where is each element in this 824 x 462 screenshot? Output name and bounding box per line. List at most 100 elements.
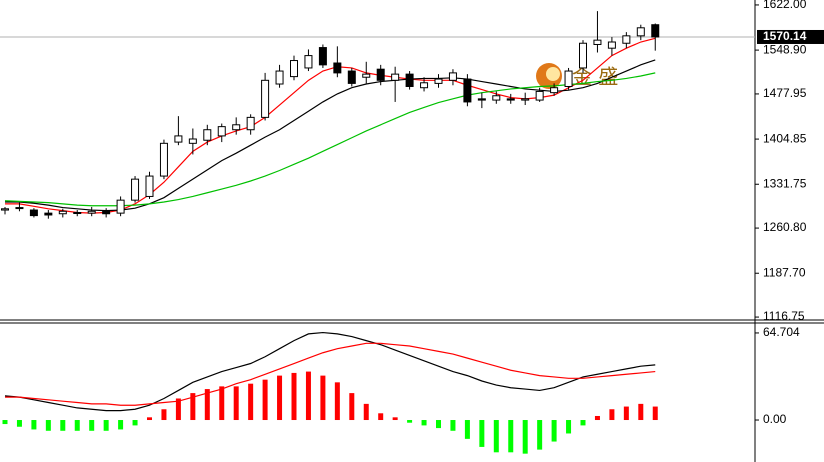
candle-body: [246, 116, 255, 131]
histogram-bar: [277, 375, 283, 421]
histogram-bar: [233, 386, 239, 421]
histogram-bar: [392, 417, 398, 421]
candle-body: [477, 98, 486, 101]
histogram-bar: [45, 420, 51, 431]
histogram-bar: [118, 420, 124, 430]
price-label: 1570.14: [763, 29, 807, 43]
candle-body: [304, 55, 313, 69]
candle-body: [521, 98, 530, 101]
histogram-bar: [89, 420, 95, 431]
candle-body: [347, 70, 356, 84]
candle-body: [275, 70, 284, 85]
histogram-bar: [334, 382, 340, 421]
histogram-bar: [464, 420, 470, 439]
candle-body: [579, 42, 587, 69]
candle-body: [391, 73, 400, 81]
histogram-bar: [638, 403, 644, 421]
histogram-bar: [363, 403, 369, 421]
y-tick-label: 1622.00: [763, 0, 807, 11]
histogram-bar: [652, 406, 658, 421]
histogram-bar: [2, 420, 8, 425]
candle-body: [145, 175, 154, 197]
histogram-bar: [522, 420, 528, 454]
histogram-bar: [219, 386, 225, 421]
histogram-bar: [580, 420, 586, 426]
histogram-bar: [175, 398, 181, 421]
histogram-bar: [147, 417, 152, 421]
candle-body: [607, 41, 616, 49]
histogram-bar: [378, 413, 384, 421]
histogram-bar: [609, 409, 615, 421]
candle-body: [535, 90, 544, 101]
candle-body: [1, 208, 9, 211]
histogram-bar: [103, 420, 109, 431]
histogram-bar: [421, 420, 427, 426]
y-tick-label: 1187.70: [763, 265, 806, 279]
candle-body: [405, 73, 414, 87]
candle-body: [174, 135, 183, 143]
histogram-bar: [493, 420, 499, 453]
histogram-bar: [262, 379, 268, 421]
histogram-bar: [623, 406, 629, 421]
candle-body: [420, 82, 429, 89]
histogram-bar: [305, 371, 311, 421]
candle-body: [58, 210, 67, 215]
candle-body: [463, 78, 472, 103]
histogram-bar: [537, 420, 543, 450]
line: [4, 72, 656, 207]
histogram-bar: [594, 415, 600, 421]
candle-body: [376, 68, 385, 81]
histogram-bar: [74, 420, 80, 431]
histogram-bar: [132, 420, 138, 426]
candle-body: [44, 212, 53, 216]
candle-body: [159, 142, 168, 177]
candle-body: [636, 27, 645, 37]
candle-body: [492, 95, 501, 101]
candle-body: [622, 35, 631, 44]
y-tick-label: 1404.85: [763, 131, 807, 145]
candle-body: [506, 98, 515, 101]
y-tick-label: 1116.75: [763, 309, 805, 323]
candle-body: [188, 138, 197, 144]
candle-body: [333, 62, 342, 74]
histogram-bar: [450, 420, 456, 431]
candle-body: [318, 47, 327, 66]
candle-body: [203, 129, 212, 141]
y-tick-label: 1331.75: [763, 176, 807, 190]
price-label-box: [757, 29, 824, 44]
histogram-bar: [349, 393, 355, 421]
histogram-bar: [16, 420, 22, 427]
histogram-bar: [204, 389, 210, 421]
watermark-logo: 金 盛: [536, 63, 618, 89]
y-tick-label: 64.704: [763, 325, 800, 339]
logo-circle: [546, 67, 560, 81]
candle-body: [131, 178, 140, 201]
line: [5, 59, 656, 212]
candle-body: [232, 124, 241, 131]
candle-body: [564, 70, 573, 87]
candle-body: [593, 39, 602, 45]
histogram-bar: [407, 420, 413, 423]
candle-body: [102, 210, 111, 215]
candle-body: [550, 87, 559, 94]
candle-body: [362, 73, 371, 78]
histogram-bar: [161, 409, 167, 421]
candle-body: [217, 126, 226, 137]
line: [4, 331, 656, 412]
histogram-bar: [190, 393, 196, 421]
y-tick-label: 1260.80: [763, 220, 807, 234]
candle-body: [434, 78, 443, 84]
line: [5, 37, 656, 214]
candle-body: [29, 209, 38, 217]
candle-body: [261, 79, 270, 118]
candle-body: [116, 199, 125, 214]
histogram-bar: [31, 420, 37, 430]
histogram-bar: [479, 420, 485, 447]
histogram-bar: [566, 420, 572, 434]
histogram-bar: [248, 383, 254, 421]
candle-body: [87, 210, 96, 214]
line: [5, 342, 656, 406]
candle-body: [651, 24, 660, 38]
